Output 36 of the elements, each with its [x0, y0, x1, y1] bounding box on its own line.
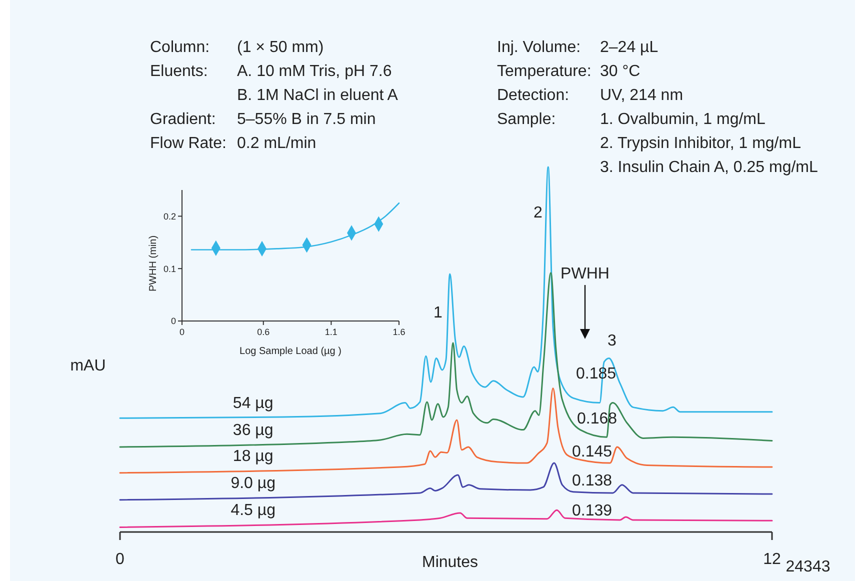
- text: 24343: [786, 558, 830, 576]
- annotation: 1: [434, 304, 443, 322]
- x-axis-title: Minutes: [422, 554, 478, 571]
- text: Column: (1 × 50 mm): [150, 39, 324, 56]
- annotation: 0.139: [572, 502, 612, 520]
- text: Detection: UV, 214 nm: [497, 87, 684, 104]
- x-tick-label: 0: [179, 327, 185, 337]
- text: Sample: 1. Ovalbumin, 1 mg/mL: [497, 111, 766, 128]
- y-axis-title: mAU: [70, 358, 106, 375]
- y-tick-label: 0.1: [163, 264, 176, 274]
- series-label: 4.5 µg: [230, 502, 276, 520]
- x-tick-label: 12: [763, 551, 781, 568]
- series-label: 9.0 µg: [230, 474, 276, 492]
- annotation: PWHH: [560, 266, 610, 283]
- x-tick-label: 1.6: [392, 327, 406, 337]
- x-tick-label: 1.1: [324, 327, 338, 337]
- text: Inj. Volume: 2–24 µL: [497, 39, 658, 56]
- y-tick-label: 0: [170, 316, 176, 326]
- text: Eluents: A. 10 mM Tris, pH 7.6: [150, 63, 392, 80]
- annotation: 0.145: [572, 444, 612, 461]
- annotation: 3. Insulin Chain A, 0.25 mg/mL: [600, 159, 818, 176]
- text: Flow Rate: 0.2 mL/min: [150, 135, 316, 152]
- series-label: 54 µg: [232, 395, 274, 412]
- y-axis-title: PWHH (min): [148, 235, 159, 292]
- text: Gradient: 5–55% B in 7.5 min: [150, 111, 376, 128]
- text: B. 1M NaCl in eluent A: [237, 87, 398, 104]
- y-tick-label: 0.2: [163, 211, 176, 222]
- annotation: 2: [534, 204, 543, 222]
- text: 2. Trypsin Inhibitor, 1 mg/mL: [600, 135, 802, 152]
- x-axis-title: Log Sample Load (µg ): [240, 346, 342, 357]
- annotation: 0.138: [572, 472, 612, 490]
- text: Temperature: 30 °C: [497, 63, 640, 80]
- x-tick-label: 0.6: [257, 327, 270, 337]
- series-label: 36 µg: [232, 422, 274, 439]
- series-label: 18 µg: [232, 448, 274, 466]
- annotation: 3: [608, 332, 617, 350]
